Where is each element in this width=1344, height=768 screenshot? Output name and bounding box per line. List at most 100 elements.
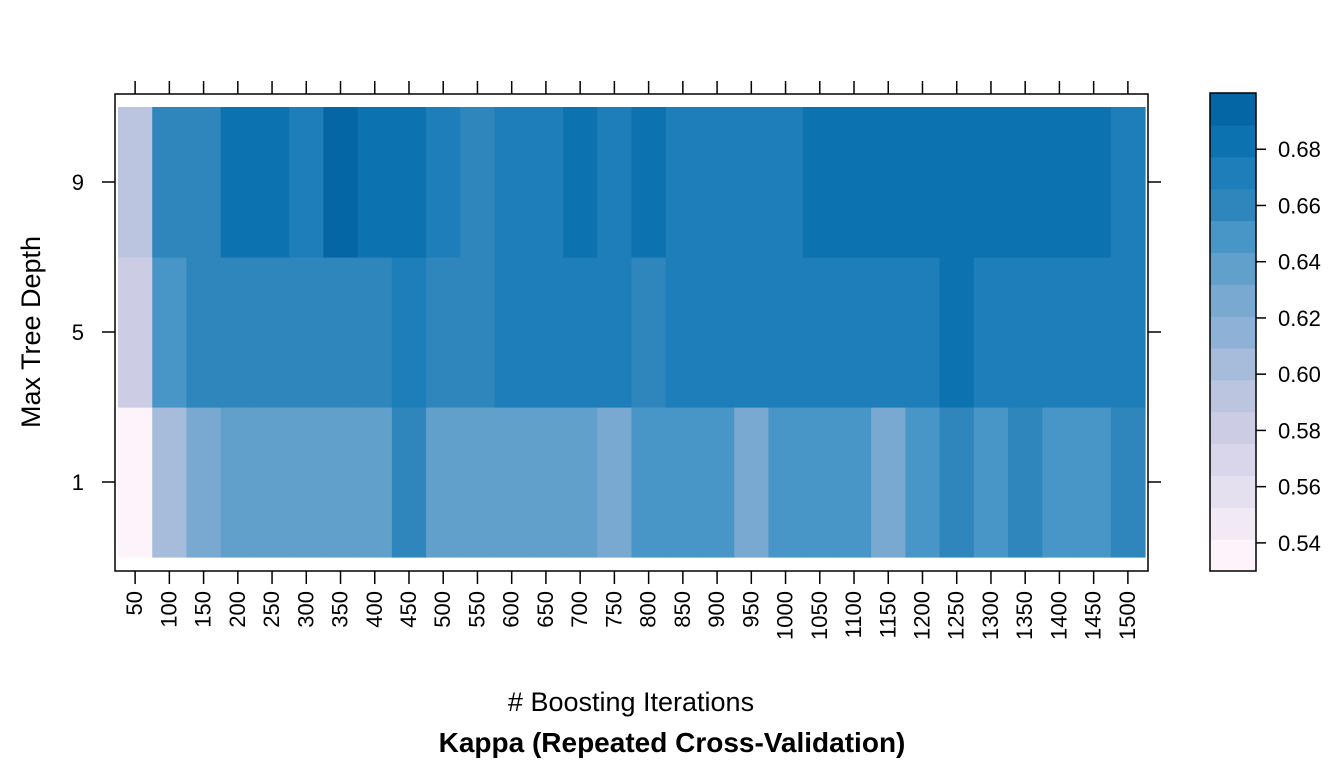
colorbar-swatch [1210, 347, 1256, 381]
x-axis-title: # Boosting Iterations [508, 687, 754, 717]
heatmap-cell-5-200 [220, 257, 256, 408]
heatmap-cells [118, 107, 1146, 558]
colorbar-swatch [1210, 411, 1256, 445]
heatmap-cell-5-1000 [768, 257, 804, 408]
heatmap-cell-5-300 [289, 257, 324, 408]
heatmap-cell-5-1450 [1076, 257, 1112, 408]
heatmap-cell-5-1150 [871, 257, 906, 408]
x-tick-label: 950 [738, 591, 763, 628]
heatmap-cell-9-1300 [973, 107, 1009, 258]
x-tick-label: 150 [191, 591, 216, 628]
heatmap-cell-1-500 [426, 407, 461, 558]
heatmap-cell-9-950 [734, 107, 770, 258]
y-tick-label: 9 [72, 170, 84, 195]
x-tick-label: 100 [156, 591, 181, 628]
heatmap-cell-9-50 [118, 107, 153, 258]
x-tick-label: 800 [636, 591, 661, 628]
heatmap-cell-5-350 [323, 257, 359, 408]
heatmap-cell-5-1500 [1110, 257, 1146, 408]
x-tick-label: 900 [704, 591, 729, 628]
heatmap-cell-5-550 [460, 257, 496, 408]
colorbar-swatch [1210, 284, 1256, 317]
heatmap-cell-1-450 [391, 407, 427, 558]
heatmap-cell-1-800 [631, 407, 667, 558]
heatmap-cell-9-1150 [871, 107, 906, 258]
colorbar-swatch [1210, 316, 1256, 349]
x-tick-label: 1500 [1115, 591, 1140, 640]
colorbar-swatch [1210, 156, 1256, 190]
heatmap-cell-1-650 [528, 407, 564, 558]
heatmap-cell-9-150 [186, 107, 222, 258]
heatmap-cell-9-300 [289, 107, 324, 258]
colorbar-tick-label: 0.62 [1278, 306, 1321, 331]
x-tick-label: 1050 [807, 591, 832, 640]
heatmap-cell-9-500 [426, 107, 461, 258]
colorbar-swatch [1210, 124, 1256, 158]
heatmap-cell-1-50 [118, 407, 153, 558]
heatmap-cell-9-350 [323, 107, 359, 258]
heatmap-cell-9-700 [563, 107, 598, 258]
x-tick-label: 1450 [1081, 591, 1106, 640]
heatmap-cell-1-750 [597, 407, 633, 558]
heatmap-cell-1-100 [152, 407, 188, 558]
heatmap-cell-5-250 [254, 257, 290, 408]
heatmap-cell-1-900 [699, 407, 735, 558]
heatmap-cell-5-600 [494, 257, 530, 408]
heatmap-cell-1-1300 [973, 407, 1009, 558]
x-tick-label: 1250 [944, 591, 969, 640]
heatmap-cell-5-400 [357, 257, 393, 408]
x-tick-label: 750 [601, 591, 626, 628]
heatmap-cell-1-1100 [836, 407, 872, 558]
colorbar-tick-label: 0.54 [1278, 531, 1321, 556]
heatmap-cell-1-700 [563, 407, 598, 558]
x-tick-label: 850 [670, 591, 695, 628]
heatmap-cell-1-250 [254, 407, 290, 558]
heatmap-cell-5-1300 [973, 257, 1009, 408]
heatmap-cell-5-1200 [905, 257, 941, 408]
x-tick-label: 1300 [978, 591, 1003, 640]
heatmap-cell-1-550 [460, 407, 496, 558]
colorbar-tick-label: 0.56 [1278, 475, 1321, 500]
heatmap-cell-1-200 [220, 407, 256, 558]
x-tick-label: 450 [396, 591, 421, 628]
heatmap-cell-1-300 [289, 407, 324, 558]
heatmap-cell-1-850 [665, 407, 701, 558]
heatmap-cell-9-250 [254, 107, 290, 258]
colorbar-tick-label: 0.66 [1278, 193, 1321, 218]
heatmap-cell-1-150 [186, 407, 222, 558]
heatmap-cell-1-950 [734, 407, 770, 558]
x-tick-label: 650 [533, 591, 558, 628]
colorbar-swatch [1210, 188, 1256, 222]
colorbar-swatch [1210, 93, 1256, 126]
heatmap-cell-5-800 [631, 257, 667, 408]
heatmap-cell-9-1000 [768, 107, 804, 258]
heatmap-cell-1-1050 [802, 407, 838, 558]
heatmap-cell-5-650 [528, 257, 564, 408]
colorbar-tick-label: 0.68 [1278, 137, 1321, 162]
heatmap-cell-1-1150 [871, 407, 906, 558]
heatmap-cell-5-750 [597, 257, 633, 408]
heatmap-cell-5-150 [186, 257, 222, 408]
heatmap-cell-5-1050 [802, 257, 838, 408]
colorbar-swatch [1210, 475, 1256, 508]
x-tick-label: 700 [567, 591, 592, 628]
y-tick-label: 1 [72, 470, 84, 495]
heatmap-cell-5-950 [734, 257, 770, 408]
y-axis-title: Max Tree Depth [16, 236, 46, 428]
heatmap-cell-5-700 [563, 257, 598, 408]
heatmap-cell-9-900 [699, 107, 735, 258]
heatmap-cell-5-850 [665, 257, 701, 408]
heatmap-cell-9-1350 [1008, 107, 1043, 258]
heatmap-cell-5-1250 [939, 257, 975, 408]
colorbar-tick-label: 0.60 [1278, 362, 1321, 387]
x-tick-label: 600 [499, 591, 524, 628]
heatmap-cell-9-1200 [905, 107, 941, 258]
heatmap-cell-5-1350 [1008, 257, 1043, 408]
x-tick-label: 350 [328, 591, 353, 628]
heatmap-cell-9-1450 [1076, 107, 1112, 258]
x-tick-label: 400 [362, 591, 387, 628]
heatmap-cell-9-800 [631, 107, 667, 258]
heatmap-cell-1-1000 [768, 407, 804, 558]
x-tick-label: 300 [293, 591, 318, 628]
heatmap-cell-9-450 [391, 107, 427, 258]
